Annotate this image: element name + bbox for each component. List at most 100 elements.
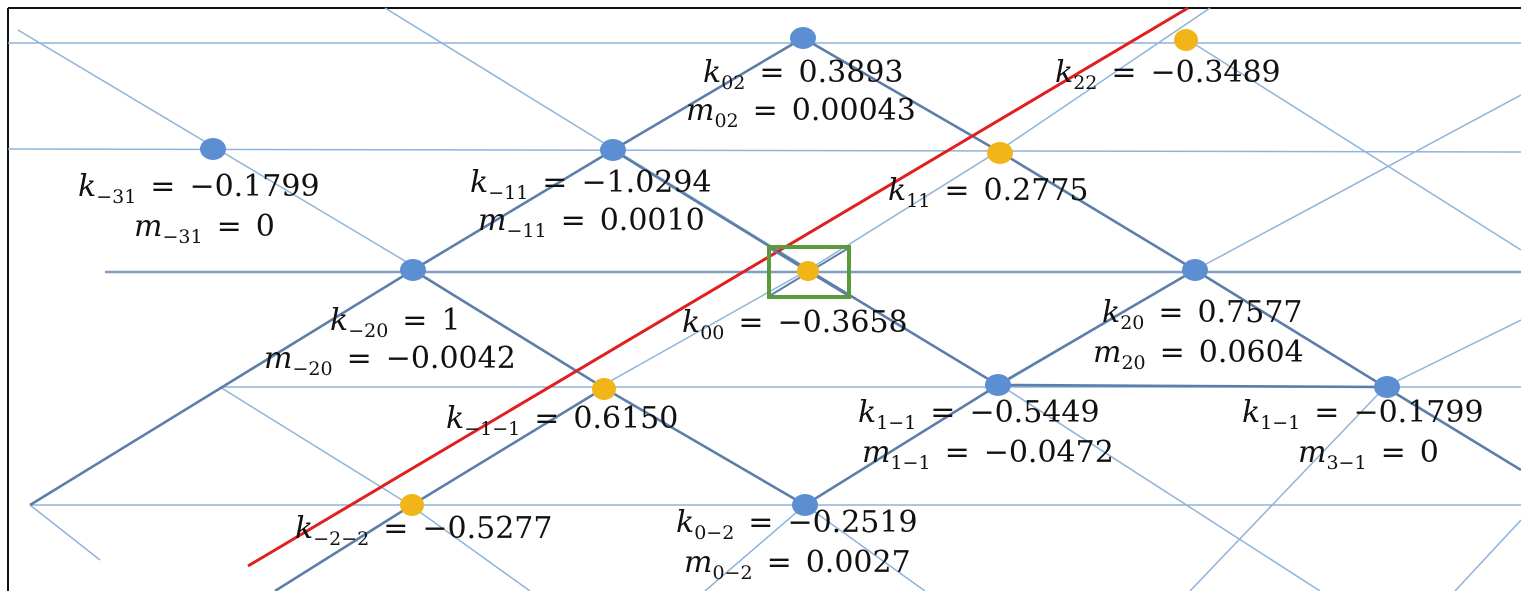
label-m20-sub: 20 [1121,352,1145,374]
label-k00-value: −0.3658 [778,305,908,340]
grid-diagonal-13 [804,504,926,591]
label-k00-eq: = [738,305,763,340]
label-m-31-sub: −31 [162,226,202,248]
label-k20-sub: 20 [1120,312,1144,334]
labels: k02 = 0.3893 m02 = 0.00043 k22 = −0.3489 k−31 =… [78,55,1484,584]
node-k1-1 [985,374,1011,396]
label-m-20-value: −0.0042 [386,341,516,376]
label-k22: k22 = −0.3489 [1055,55,1281,94]
label-k-1-1-sub: −1−1 [464,418,520,440]
label-k-31-sub: −31 [96,186,136,208]
nodes [200,27,1400,516]
edge-k-1-1-k0-2 [603,386,806,507]
label-k02-sub: 02 [721,72,745,94]
node-k0-2 [792,494,818,516]
label-m1-1-value: −0.0472 [984,435,1114,470]
label-m-31: m−31 = 0 [134,209,275,248]
label-k-11-value: −1.0294 [581,165,711,200]
node-k00 [797,261,819,281]
label-k20-eq: = [1158,295,1183,330]
node-k11 [987,142,1013,164]
label-m3-1: m3−1 = 0 [1298,435,1439,474]
label-k-11: k−11 = −1.0294 [470,165,712,204]
label-m1-1: m1−1 = −0.0472 [862,435,1114,474]
label-k0-2-var: k [676,505,694,540]
label-k1-1-right: k1−1 = −0.1799 [1242,395,1484,434]
label-k11-sub: 11 [906,190,930,212]
label-k-2-2: k−2−2 = −0.5277 [295,511,552,550]
label-k22-eq: = [1111,55,1136,90]
node-k-20 [400,259,426,281]
label-k1-1-eq: = [930,395,955,430]
grid-diagonal-10 [1189,386,1386,591]
highlight-box [767,245,851,299]
label-k-1-1-var: k [446,401,464,436]
label-k-1-1-value: 0.6150 [573,401,678,436]
label-k11: k11 = 0.2775 [888,173,1089,212]
label-k0-2-eq: = [748,505,773,540]
label-m3-1-value: 0 [1420,435,1439,470]
label-k02-eq: = [759,55,784,90]
grid-diagonal-17 [1384,319,1521,388]
edge-k-11-k-20 [412,148,614,272]
edge-k3-1-right [1384,385,1521,472]
red-line [247,6,1189,568]
label-k-20-var: k [330,303,348,338]
edge-k1-1-k3-1 [997,383,1386,389]
label-m-31-var: m [134,209,162,244]
node-k3-1 [1374,376,1400,398]
grid-diagonal-16 [807,149,1001,271]
label-k00-var: k [682,305,700,340]
label-k11-eq: = [944,173,969,208]
label-k1-1-right-value: −0.1799 [1353,395,1483,430]
node-k-11 [600,139,626,161]
label-k-31-var: k [78,169,96,204]
label-m1-1-var: m [862,435,890,470]
label-m-11-sub: −11 [506,220,546,242]
label-k20-var: k [1102,295,1120,330]
label-m0-2-eq: = [767,545,792,580]
label-m-11: m−11 = 0.0010 [478,203,705,242]
label-m-20-sub: −20 [292,358,332,380]
label-m-31-eq: = [217,209,242,244]
lattice-edges [29,36,1521,591]
edge-k00-k1-1 [807,268,999,387]
label-m02-eq: = [753,93,778,128]
label-m-31-value: 0 [256,209,275,244]
label-m1-1-eq: = [945,435,970,470]
label-k20-value: 0.7577 [1198,295,1303,330]
node-k-31 [200,138,226,160]
node-k22 [1174,29,1198,51]
grid-diagonal-4 [409,504,531,591]
label-k-2-2-sub: −2−2 [313,528,369,550]
label-k22-value: −0.3489 [1151,55,1281,90]
label-k1-1-right-eq: = [1314,395,1339,430]
label-m-11-value: 0.0010 [600,203,705,238]
label-m3-1-eq: = [1381,435,1406,470]
label-k-2-2-var: k [295,511,313,546]
label-k-20: k−20 = 1 [330,303,461,342]
label-m3-1-sub: 3−1 [1326,452,1366,474]
grid-diagonal-11 [1454,519,1521,591]
label-m20-eq: = [1160,335,1185,370]
label-m-20: m−20 = −0.0042 [264,341,516,380]
grid-diagonal-8 [1194,94,1521,271]
edge-k02-k-11 [612,36,804,152]
edge-k20-k3-1 [1194,268,1386,389]
label-k-1-1: k−1−1 = 0.6150 [446,401,678,440]
grid-diagonal-14 [29,504,101,561]
label-k11-var: k [888,173,906,208]
node-k02 [790,27,816,49]
label-k1-1-var: k [858,395,876,430]
label-k0-2-value: −0.2519 [787,505,917,540]
label-k1-1-right-sub: 1−1 [1260,412,1300,434]
edge-k02-k11 [802,36,1001,154]
label-m20: m20 = 0.0604 [1093,335,1304,374]
label-m02: m02 = 0.00043 [686,93,916,132]
label-k1-1-value: −0.5449 [969,395,1099,430]
label-k02: k02 = 0.3893 [703,55,904,94]
grid-diagonal-15 [599,269,809,388]
label-k-20-eq: = [402,303,427,338]
label-m02-value: 0.00043 [792,93,916,128]
